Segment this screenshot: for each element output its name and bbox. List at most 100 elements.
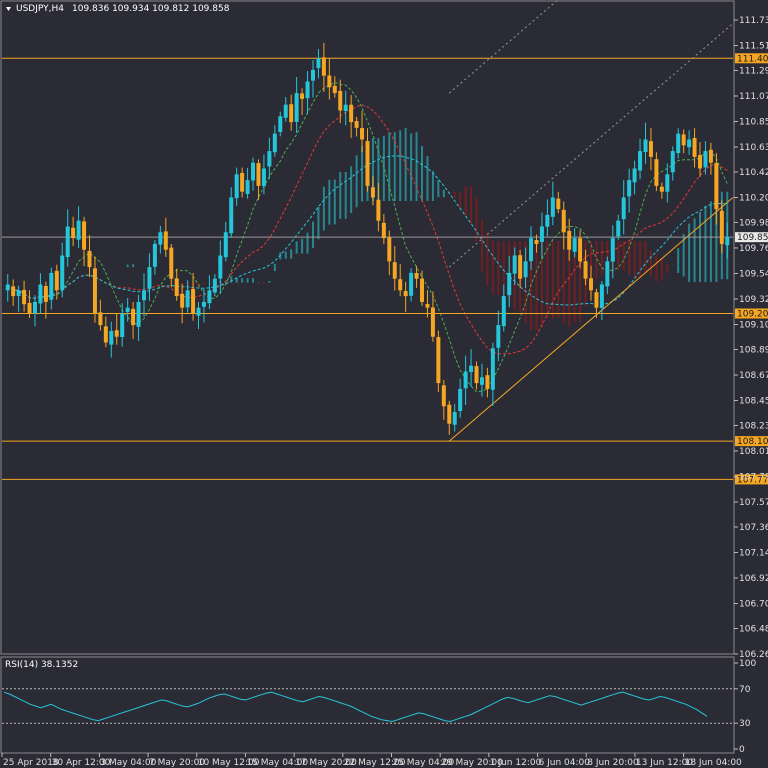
time-tick-label: 1 Jun 12:00 xyxy=(490,758,542,768)
main-chart-frame xyxy=(0,0,735,655)
time-tick-label: 15 May 04:00 xyxy=(246,758,308,768)
candle-body xyxy=(381,222,386,239)
time-tick-label: 7 May 20:00 xyxy=(149,758,205,768)
candle-body xyxy=(125,307,130,312)
candle-body xyxy=(71,227,76,239)
level-price-label: 107.770 xyxy=(737,475,768,485)
price-tick-label: 106.485 xyxy=(739,624,768,634)
candle-body xyxy=(169,247,174,279)
candle-body xyxy=(681,134,686,146)
candle-body xyxy=(643,139,648,153)
candles xyxy=(5,42,730,435)
trend-line[interactable] xyxy=(448,197,734,442)
time-tick-label: 10 May 12:00 xyxy=(198,758,260,768)
price-tick-label: 110.420 xyxy=(739,168,768,178)
candle-body xyxy=(82,221,87,250)
candle-body xyxy=(648,141,653,157)
candle-body xyxy=(539,226,544,242)
candle-body xyxy=(229,197,234,234)
candle-body xyxy=(354,121,359,128)
symbol-label: USDJPY,H4 xyxy=(16,4,64,14)
level-price-marker xyxy=(735,436,768,447)
candle-body xyxy=(703,151,708,168)
price-tick-label: 107.360 xyxy=(739,523,768,533)
candle-body xyxy=(469,365,474,373)
candle-body xyxy=(365,141,370,186)
rsi-tick-label: 100 xyxy=(739,659,756,669)
candle-body xyxy=(670,151,675,173)
time-tick-label: 25 May 04:00 xyxy=(392,758,454,768)
candle-body xyxy=(43,286,48,302)
candle-body xyxy=(201,301,206,307)
candle-body xyxy=(370,187,375,198)
candle-body xyxy=(567,230,572,250)
price-tick-label: 106.700 xyxy=(739,600,768,610)
candle-body xyxy=(207,290,212,304)
price-tick-label: 109.105 xyxy=(739,321,768,331)
level-price-marker xyxy=(735,308,768,319)
candle-body xyxy=(420,278,425,302)
candle-body xyxy=(594,292,599,308)
price-tick-label: 109.325 xyxy=(739,295,768,305)
price-tick-label: 110.635 xyxy=(739,143,768,153)
candle-body xyxy=(654,159,659,186)
candle-body xyxy=(360,128,365,140)
rsi-indicator: 100 70 30 0 xyxy=(2,659,756,755)
candle-body xyxy=(305,81,310,99)
level-price-label: 111.400 xyxy=(737,54,768,64)
candle-body xyxy=(687,139,692,148)
candle-body xyxy=(588,278,593,291)
candle-body xyxy=(425,303,430,308)
channel-line[interactable] xyxy=(448,23,734,268)
price-tick-label: 106.920 xyxy=(739,574,768,584)
candle-body xyxy=(605,261,610,287)
candle-body xyxy=(60,255,65,291)
time-tick-label: 25 Apr 2018 xyxy=(3,758,59,768)
time-tick-label: 29 May 20:00 xyxy=(441,758,503,768)
candle-body xyxy=(158,232,163,245)
price-tick-label: 111.730 xyxy=(739,16,768,26)
candle-body xyxy=(665,174,670,192)
candle-body xyxy=(92,268,97,314)
price-tick-label: 106.265 xyxy=(739,650,768,660)
candle-body xyxy=(452,412,457,425)
price-tick-label: 111.510 xyxy=(739,42,768,52)
time-tick-label: 6 Jun 04:00 xyxy=(539,758,591,768)
candle-body xyxy=(278,116,283,132)
candle-body xyxy=(676,133,681,154)
candle-body xyxy=(659,186,664,192)
candle-body xyxy=(27,302,32,314)
candle-body xyxy=(332,85,337,94)
rsi-panel-frame xyxy=(0,656,735,754)
candle-body xyxy=(392,262,397,279)
candle-body xyxy=(414,272,419,279)
time-tick-label: 8 Jun 20:00 xyxy=(587,758,639,768)
ichimoku-cloud xyxy=(126,127,729,330)
candle-body xyxy=(22,289,27,305)
candle-body xyxy=(120,313,125,337)
time-tick-label: 13 Jun 12:00 xyxy=(636,758,693,768)
time-tick-label: 30 Apr 12:00 xyxy=(52,758,111,768)
candle-body xyxy=(11,286,16,297)
price-tick-label: 111.295 xyxy=(739,66,768,76)
candle-body xyxy=(310,69,315,81)
candle-body xyxy=(147,267,152,289)
candle-body xyxy=(512,255,517,274)
dropdown-triangle-icon[interactable] xyxy=(6,7,11,11)
candle-body xyxy=(98,312,103,326)
candle-body xyxy=(403,291,408,297)
candle-body xyxy=(245,180,250,195)
candle-body xyxy=(256,163,261,186)
candle-body xyxy=(714,163,719,210)
candle-body xyxy=(32,301,37,314)
candle-body xyxy=(114,330,119,337)
candle-body xyxy=(316,58,321,69)
horizontal-levels: 111.400 109.200 108.100 107.770 109.858 xyxy=(2,53,768,485)
channel-line[interactable] xyxy=(448,0,733,94)
candle-body xyxy=(87,250,92,268)
price-tick-label: 109.765 xyxy=(739,244,768,254)
candle-body xyxy=(65,226,70,258)
candle-body xyxy=(109,330,114,345)
price-tick-label: 107.795 xyxy=(739,473,768,483)
